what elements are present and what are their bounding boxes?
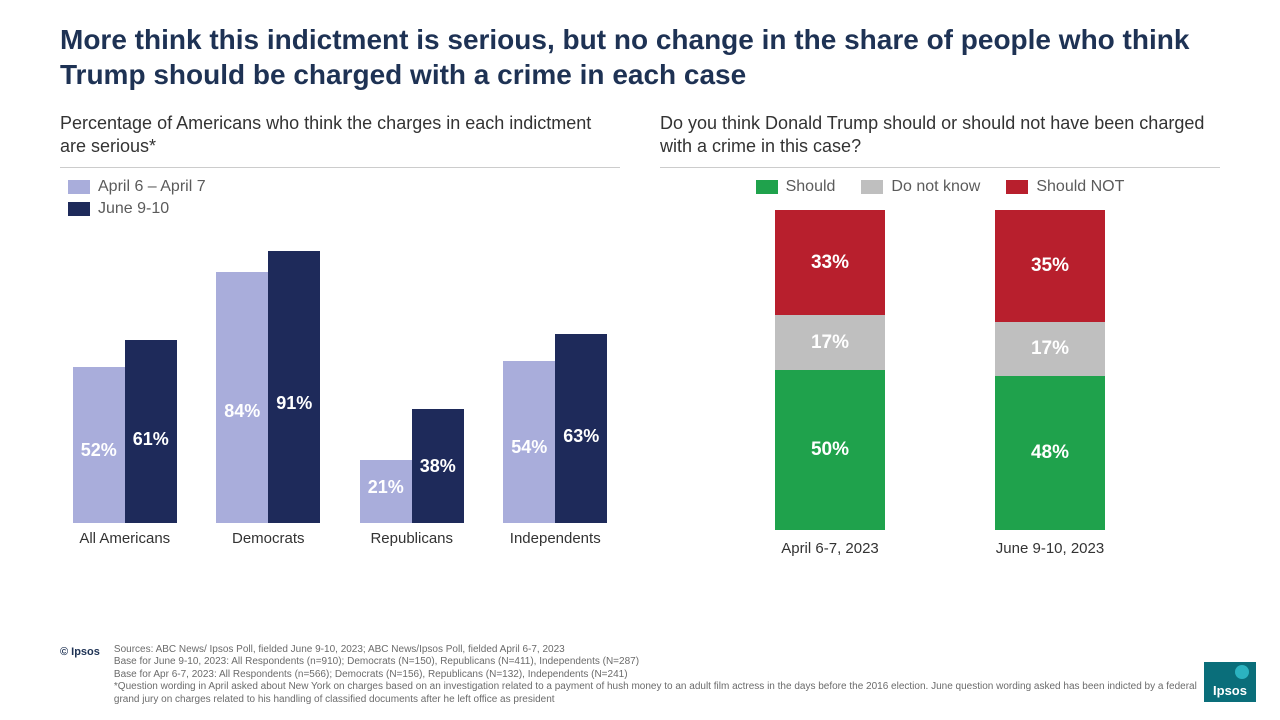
svg-text:Ipsos: Ipsos <box>1213 683 1247 698</box>
source-line: Sources: ABC News/ Ipsos Poll, fielded J… <box>114 644 1220 657</box>
bar-value-label: 91% <box>268 393 320 414</box>
legend-label: Should <box>786 178 836 196</box>
legend-swatch <box>68 202 90 216</box>
legend-item: Should NOT <box>1006 178 1124 196</box>
charts-row: Percentage of Americans who think the ch… <box>0 102 1280 557</box>
legend-item: Should <box>756 178 836 196</box>
sources-text: Sources: ABC News/ Ipsos Poll, fielded J… <box>114 644 1220 707</box>
bar-value-label: 84% <box>216 401 268 422</box>
category-label: June 9-10, 2023 <box>995 540 1105 557</box>
legend-label: April 6 – April 7 <box>98 178 206 196</box>
legend-swatch <box>756 180 778 194</box>
left-chart-panel: Percentage of Americans who think the ch… <box>60 112 620 557</box>
category-label: Democrats <box>208 530 330 547</box>
right-chart-panel: Do you think Donald Trump should or shou… <box>660 112 1220 557</box>
bar: 84% <box>216 272 268 523</box>
left-chart-title: Percentage of Americans who think the ch… <box>60 112 620 168</box>
bar: 21% <box>360 460 412 523</box>
left-chart-plot: 52%61%84%91%21%38%54%63% <box>60 224 620 524</box>
left-chart-legend: April 6 – April 7 June 9-10 <box>60 178 620 218</box>
bar-value-label: 52% <box>73 440 125 461</box>
bar-value-label: 21% <box>360 477 412 498</box>
legend-label: Do not know <box>891 178 980 196</box>
right-chart-legend: Should Do not know Should NOT <box>660 178 1220 196</box>
bar-segment: 48% <box>995 376 1105 530</box>
bar-group: 54%63% <box>495 224 617 523</box>
bar-value-label: 63% <box>555 426 607 447</box>
legend-swatch <box>861 180 883 194</box>
bar-value-label: 54% <box>503 437 555 458</box>
page-title: More think this indictment is serious, b… <box>0 0 1280 102</box>
source-line: Base for June 9-10, 2023: All Respondent… <box>114 656 1220 669</box>
category-label: April 6-7, 2023 <box>775 540 885 557</box>
source-line: *Question wording in April asked about N… <box>114 681 1220 706</box>
bar: 63% <box>555 334 607 522</box>
bar-group: 84%91% <box>208 224 330 523</box>
legend-swatch <box>1006 180 1028 194</box>
bar-group: 52%61% <box>64 224 186 523</box>
category-label: Republicans <box>351 530 473 547</box>
category-label: Independents <box>495 530 617 547</box>
right-chart-category-labels: April 6-7, 2023 June 9-10, 2023 <box>660 530 1220 557</box>
bar: 61% <box>125 340 177 522</box>
footer: © Ipsos Sources: ABC News/ Ipsos Poll, f… <box>60 644 1220 707</box>
legend-label: Should NOT <box>1036 178 1124 196</box>
stacked-bar: 50%17%33% <box>775 210 885 530</box>
source-line: Base for Apr 6-7, 2023: All Respondents … <box>114 669 1220 682</box>
bar-segment: 17% <box>775 315 885 369</box>
copyright: © Ipsos <box>60 644 100 658</box>
bar-segment: 50% <box>775 370 885 530</box>
bar: 91% <box>268 251 320 523</box>
bar-value-label: 61% <box>125 429 177 450</box>
category-label: All Americans <box>64 530 186 547</box>
legend-item: April 6 – April 7 <box>68 178 620 196</box>
legend-item: Do not know <box>861 178 980 196</box>
bar: 52% <box>73 367 125 522</box>
legend-label: June 9-10 <box>98 200 169 218</box>
bar-segment: 33% <box>775 210 885 316</box>
right-chart-title: Do you think Donald Trump should or shou… <box>660 112 1220 168</box>
left-chart-category-labels: All Americans Democrats Republicans Indepen… <box>60 524 620 547</box>
bar: 54% <box>503 361 555 522</box>
ipsos-logo: Ipsos <box>1204 662 1256 702</box>
bar: 38% <box>412 409 464 523</box>
bar-value-label: 38% <box>412 456 464 477</box>
stacked-bar: 48%17%35% <box>995 210 1105 530</box>
legend-swatch <box>68 180 90 194</box>
bar-segment: 17% <box>995 322 1105 376</box>
legend-item: June 9-10 <box>68 200 620 218</box>
bar-segment: 35% <box>995 210 1105 322</box>
bar-group: 21%38% <box>351 224 473 523</box>
right-chart-plot: 50%17%33%48%17%35% <box>660 210 1220 530</box>
